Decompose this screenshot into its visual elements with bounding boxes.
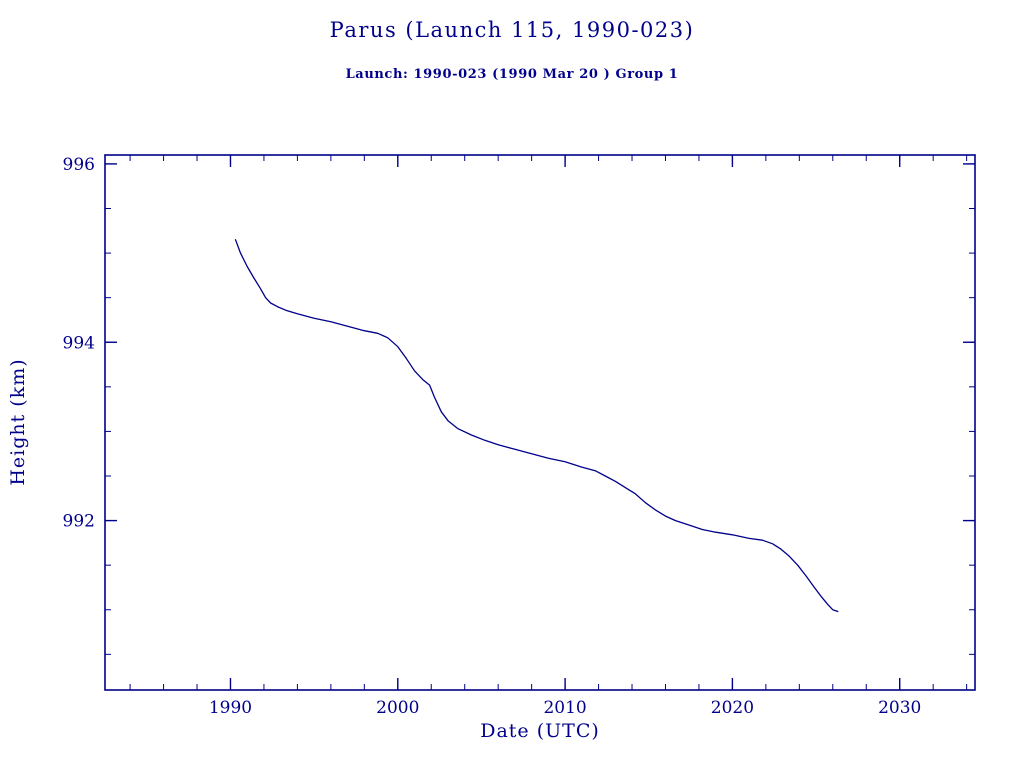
height-line [234,239,839,613]
y-tick-label: 994 [63,333,95,353]
x-tick-label: 1990 [209,698,252,718]
x-tick-label: 2030 [878,698,921,718]
y-axis-label: Height (km) [7,358,29,486]
y-tick-label: 992 [63,512,95,532]
chart-title: Parus (Launch 115, 1990-023) [329,18,695,42]
chart-subtitle: Launch: 1990-023 (1990 Mar 20 ) Group 1 [345,67,679,82]
x-axis-label: Date (UTC) [480,720,600,742]
x-tick-label: 2000 [376,698,419,718]
plot-frame [104,154,976,691]
x-tick-label: 2020 [711,698,754,718]
y-tick-label: 996 [63,155,95,175]
x-tick-label: 2010 [543,698,586,718]
